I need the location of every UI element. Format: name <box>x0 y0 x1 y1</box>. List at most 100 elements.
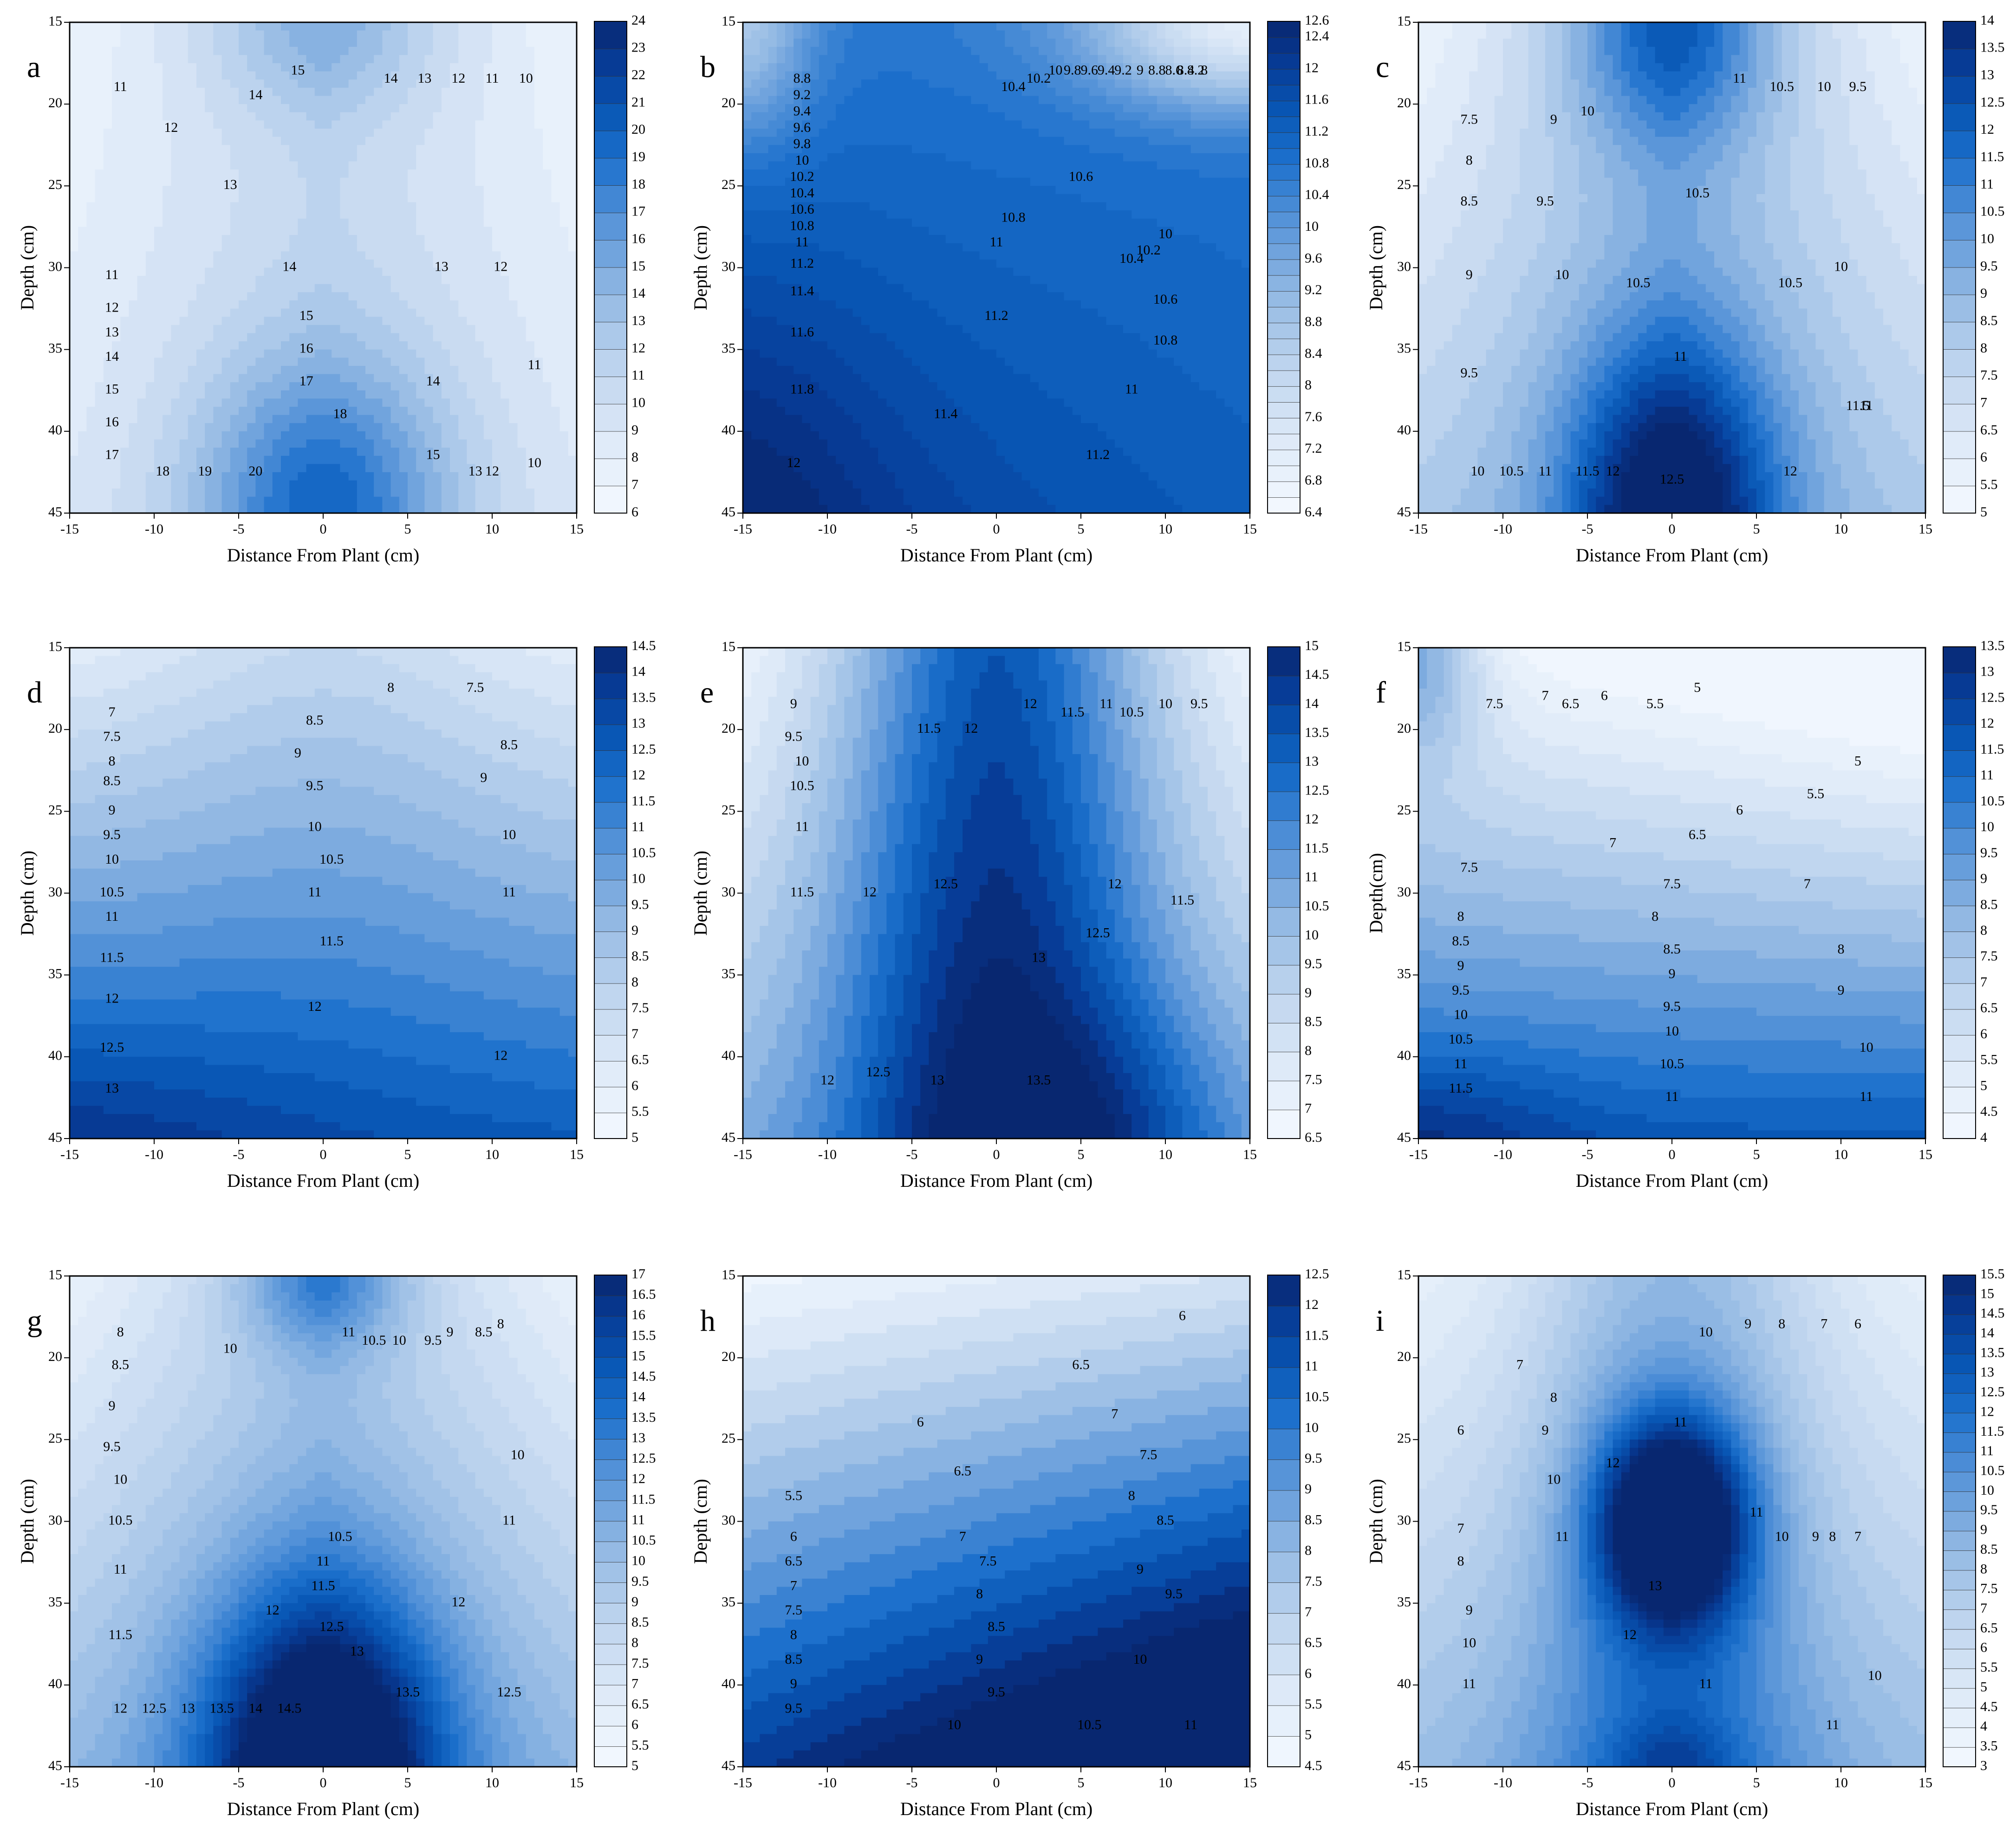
contour-cell <box>870 374 878 383</box>
contour-cell <box>70 259 78 268</box>
contour-cell <box>314 30 324 39</box>
colorbar-tick-label: 15 <box>631 258 645 273</box>
contour-cell <box>517 456 527 464</box>
contour-cell <box>112 317 121 325</box>
contour-cell <box>534 55 543 64</box>
contour-cell <box>903 153 912 162</box>
contour-cell <box>357 496 366 505</box>
contour-cell <box>255 505 265 514</box>
contour-cell <box>912 55 921 64</box>
contour-cell <box>895 333 904 342</box>
contour-cell <box>154 423 163 432</box>
contour-cell <box>221 292 231 301</box>
contour-cell <box>467 496 476 505</box>
contour-cell <box>103 284 112 293</box>
contour-cell <box>196 456 205 464</box>
contour-cell <box>886 55 896 64</box>
contour-cell <box>374 317 383 325</box>
contour-cell <box>534 365 543 375</box>
contour-cell <box>912 390 921 399</box>
contour-cell <box>95 55 104 64</box>
contour-cell <box>86 112 96 121</box>
contour-cell <box>861 112 870 121</box>
contour-cell <box>332 194 340 203</box>
contour-cell <box>205 505 214 514</box>
contour-cell <box>760 55 769 64</box>
contour-cell <box>306 210 315 219</box>
contour-cell <box>760 177 769 186</box>
contour-cell <box>112 267 121 276</box>
contour-cell <box>509 120 518 129</box>
contour-cell <box>247 276 256 285</box>
contour-cell <box>281 96 290 104</box>
contour-cell <box>365 496 374 505</box>
contour-cell <box>408 431 416 440</box>
contour-cell <box>568 308 577 317</box>
contour-cell <box>230 251 239 260</box>
contour-cell <box>188 292 197 301</box>
contour-cell <box>903 161 912 170</box>
contour-cell <box>314 218 324 228</box>
contour-cell <box>475 177 484 186</box>
contour-cell <box>920 22 929 31</box>
contour-cell <box>95 202 104 211</box>
contour-cell <box>205 472 214 481</box>
contour-cell <box>534 505 543 514</box>
contour-cell <box>332 96 340 104</box>
contour-cell <box>306 46 315 56</box>
contour-cell <box>785 456 794 464</box>
contour-cell <box>281 398 290 407</box>
contour-cell <box>424 439 434 448</box>
contour-cell <box>374 365 383 375</box>
contour-cell <box>239 333 247 342</box>
contour-cell <box>501 390 509 399</box>
contour-cell <box>475 415 484 423</box>
contour-cell <box>543 259 552 268</box>
contour-cell <box>213 325 222 334</box>
contour-cell <box>340 120 349 129</box>
contour-cell <box>298 464 307 473</box>
contour-cell <box>281 284 290 293</box>
contour-cell <box>450 153 459 162</box>
contour-cell <box>154 71 163 80</box>
contour-cell <box>332 374 340 383</box>
contour-cell <box>903 341 912 350</box>
contour-cell <box>886 267 896 276</box>
contour-cell <box>827 349 836 358</box>
contour-cell <box>120 464 129 473</box>
contour-cell <box>450 186 459 195</box>
contour-cell <box>458 267 467 276</box>
contour-cell <box>390 243 400 252</box>
contour-cell <box>776 218 786 228</box>
contour-cell <box>239 194 247 203</box>
contour-cell <box>171 317 180 325</box>
contour-cell <box>424 210 434 219</box>
contour-cell <box>112 390 121 399</box>
contour-cell <box>760 431 769 440</box>
contour-cell <box>475 398 484 407</box>
contour-cell <box>221 218 231 228</box>
contour-cell <box>239 292 247 301</box>
contour-cell <box>416 137 425 145</box>
contour-cell <box>861 259 870 268</box>
contour-cell <box>534 423 543 432</box>
contour-cell <box>509 22 518 31</box>
contour-cell <box>785 186 794 195</box>
contour-cell <box>298 218 307 228</box>
contour-cell <box>179 161 189 170</box>
contour-cell <box>86 456 96 464</box>
contour-cell <box>103 39 112 47</box>
contour-cell <box>255 341 265 350</box>
contour-cell <box>145 374 155 383</box>
contour-cell <box>399 317 408 325</box>
colorbar-swatch <box>594 103 627 131</box>
contour-cell <box>196 71 205 80</box>
contour-cell <box>272 194 281 203</box>
contour-cell <box>332 448 340 456</box>
contour-cell <box>196 259 205 268</box>
contour-cell <box>239 112 247 121</box>
contour-cell <box>819 251 828 260</box>
contour-cell <box>441 243 450 252</box>
contour-cell <box>785 349 794 358</box>
contour-cell <box>281 46 290 56</box>
